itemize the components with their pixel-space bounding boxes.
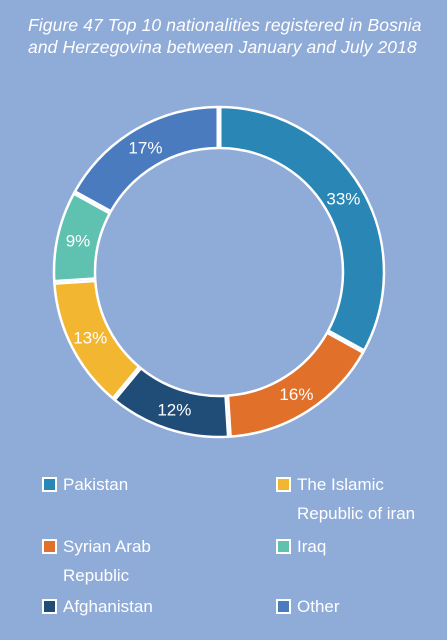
legend-item-afghanistan: Afghanistan [42, 592, 242, 621]
slice-afghanistan [113, 366, 230, 439]
donut-chart: 33% 16% 12% 13% 9% 17% [52, 105, 386, 439]
legend-swatch-other [276, 599, 291, 614]
slice-value-label: 33% [326, 189, 360, 208]
legend-label-afghanistan: Afghanistan [63, 597, 153, 616]
legend-label-pakistan: Pakistan [63, 475, 129, 494]
legend-item-pakistan: Pakistan [42, 470, 242, 499]
slice-iraq [52, 191, 112, 283]
legend-item-iraq: Iraq [276, 532, 436, 561]
legend-swatch-afghanistan [42, 599, 57, 614]
legend-swatch-syria [42, 539, 57, 554]
legend-item-syria: Syrian Arab Republic [42, 532, 212, 590]
legend-label-iraq: Iraq [297, 537, 327, 556]
slice-syrian-arab-republic [226, 331, 365, 438]
legend-item-iran: The Islamic Republic of iran [276, 470, 436, 528]
legend-item-other: Other [276, 592, 436, 621]
legend-swatch-iraq [276, 539, 291, 554]
slice-value-label: 13% [73, 329, 107, 348]
slice-the-islamic-republic-of-iran [53, 279, 141, 401]
chart-title: Figure 47 Top 10 nationalities registere… [28, 15, 422, 57]
slice-value-label: 9% [66, 231, 91, 250]
legend-label-other: Other [297, 597, 340, 616]
slice-value-label: 12% [157, 400, 191, 419]
legend-label-syria: Syrian Arab Republic [63, 537, 151, 585]
slice-value-label: 17% [128, 139, 162, 158]
legend-swatch-iran [276, 477, 291, 492]
slice-value-label: 16% [279, 385, 313, 404]
slice-other [73, 105, 219, 213]
legend-swatch-pakistan [42, 477, 57, 492]
legend-label-iran: The Islamic Republic of iran [297, 475, 416, 523]
slice-pakistan [219, 105, 386, 353]
